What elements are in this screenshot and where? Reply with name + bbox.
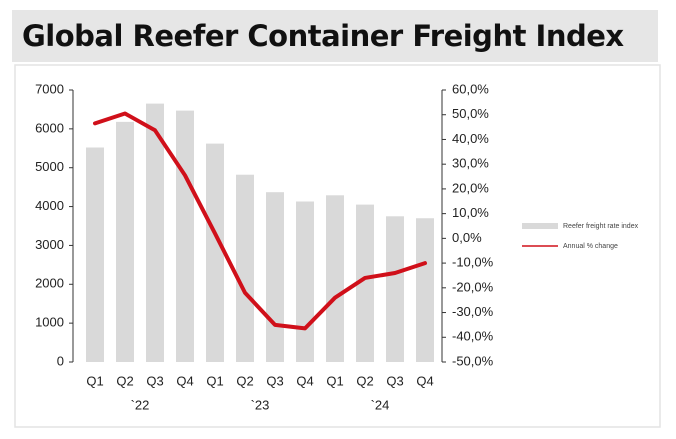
year-label: `23 <box>251 397 270 412</box>
bar <box>86 147 104 362</box>
x-tick-label: Q2 <box>236 373 253 388</box>
bar <box>266 192 284 362</box>
y2-tick-label: 10,0% <box>452 205 489 220</box>
bar <box>356 204 374 362</box>
y2-tick-label: 30,0% <box>452 156 489 171</box>
x-tick-label: Q2 <box>356 373 373 388</box>
chart-frame <box>14 64 661 428</box>
x-tick-label: Q1 <box>326 373 343 388</box>
y-tick-label: 2000 <box>35 276 64 291</box>
y-tick-label: 0 <box>57 353 64 368</box>
x-tick-label: Q3 <box>146 373 163 388</box>
x-tick-label: Q4 <box>296 373 313 388</box>
y2-tick-label: 40,0% <box>452 131 489 146</box>
x-tick-label: Q1 <box>86 373 103 388</box>
y2-tick-label: 50,0% <box>452 106 489 121</box>
bar <box>176 110 194 362</box>
x-tick-label: Q3 <box>266 373 283 388</box>
x-tick-label: Q4 <box>416 373 433 388</box>
bar <box>116 121 134 362</box>
line <box>93 111 427 331</box>
y-tick-label: 5000 <box>35 159 64 174</box>
legend-label: Annual % change <box>563 243 618 250</box>
y2-tick-label: -20,0% <box>452 279 494 294</box>
legend-label: Reefer freight rate index <box>563 223 639 230</box>
title-bar: Global Reefer Container Freight Index <box>12 10 658 62</box>
x-tick-label: Q2 <box>116 373 133 388</box>
year-label: `24 <box>371 397 390 412</box>
bar <box>296 201 314 362</box>
bar <box>386 216 404 362</box>
chart-title: Global Reefer Container Freight Index <box>22 19 624 53</box>
legend-swatch <box>522 223 558 229</box>
y2-tick-label: -50,0% <box>452 353 494 368</box>
bar <box>416 218 434 362</box>
year-label: `22 <box>131 397 150 412</box>
y-tick-label: 3000 <box>35 237 64 252</box>
y2-tick-label: 60,0% <box>452 81 489 96</box>
y2-tick-label: 0,0% <box>452 230 482 245</box>
y-tick-label: 4000 <box>35 198 64 213</box>
bar <box>146 103 164 362</box>
x-tick-label: Q1 <box>206 373 223 388</box>
y2-tick-label: -10,0% <box>452 255 494 270</box>
bar <box>236 174 254 362</box>
y2-tick-label: 20,0% <box>452 180 489 195</box>
y2-tick-label: -40,0% <box>452 329 494 344</box>
x-tick-label: Q3 <box>386 373 403 388</box>
bar <box>206 143 224 362</box>
y-tick-label: 6000 <box>35 120 64 135</box>
bar <box>326 195 344 362</box>
x-tick-label: Q4 <box>176 373 193 388</box>
y-tick-label: 1000 <box>35 315 64 330</box>
y2-tick-label: -30,0% <box>452 304 494 319</box>
y-tick-label: 7000 <box>35 81 64 96</box>
